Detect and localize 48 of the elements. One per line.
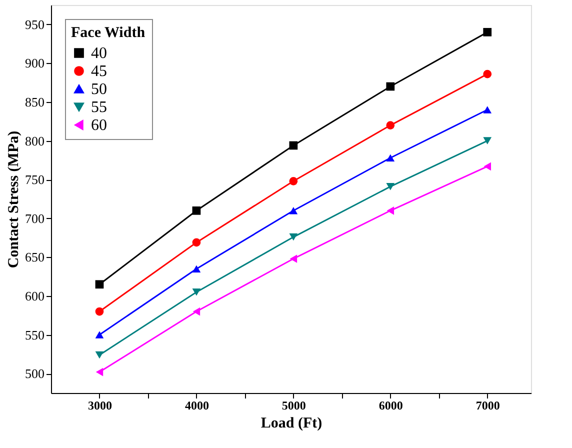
x-tick-label: 5000 — [282, 398, 306, 412]
y-tick-label: 600 — [25, 288, 44, 304]
point — [386, 82, 395, 91]
legend-label: 45 — [91, 63, 107, 80]
legend-label: 55 — [91, 99, 107, 116]
y-tick-label: 650 — [25, 250, 44, 265]
point — [95, 351, 104, 359]
point — [483, 106, 492, 114]
y-tick-label: 800 — [25, 133, 44, 148]
point — [192, 206, 201, 215]
point — [483, 28, 492, 36]
point — [290, 254, 298, 263]
point — [386, 121, 395, 130]
point — [289, 233, 298, 241]
legend-label: 50 — [91, 81, 107, 98]
legend-label: 60 — [91, 117, 107, 134]
y-tick-label: 550 — [25, 327, 44, 342]
point — [95, 280, 104, 289]
point — [192, 238, 201, 247]
point — [483, 70, 492, 78]
y-tick-label: 850 — [25, 94, 44, 110]
point — [289, 207, 298, 214]
x-tick-label: 7000 — [476, 398, 500, 412]
x-tick-label: 4000 — [184, 398, 209, 412]
point — [289, 176, 298, 186]
y-axis-title: Contact Stress (MPa) — [6, 130, 22, 268]
point — [192, 288, 201, 296]
point — [386, 154, 395, 162]
y-tick-label: 950 — [25, 16, 44, 32]
y-tick-label: 750 — [25, 172, 44, 188]
y-tick-label: 500 — [25, 366, 44, 382]
point — [484, 162, 491, 171]
point — [386, 206, 394, 215]
point — [192, 265, 201, 272]
point — [192, 307, 200, 316]
point — [95, 307, 104, 316]
x-tick-label: 3000 — [88, 398, 112, 412]
legend-title: Face Width — [71, 25, 146, 41]
point — [289, 141, 298, 150]
y-tick-label: 900 — [25, 56, 44, 71]
point — [96, 368, 104, 376]
point — [386, 182, 395, 190]
legend-label: 40 — [91, 45, 107, 62]
y-tick-label: 700 — [25, 210, 44, 226]
x-axis-title: Load (Ft) — [260, 416, 322, 432]
x-tick-label: 6000 — [378, 398, 403, 412]
point — [483, 137, 492, 144]
point — [95, 331, 104, 338]
